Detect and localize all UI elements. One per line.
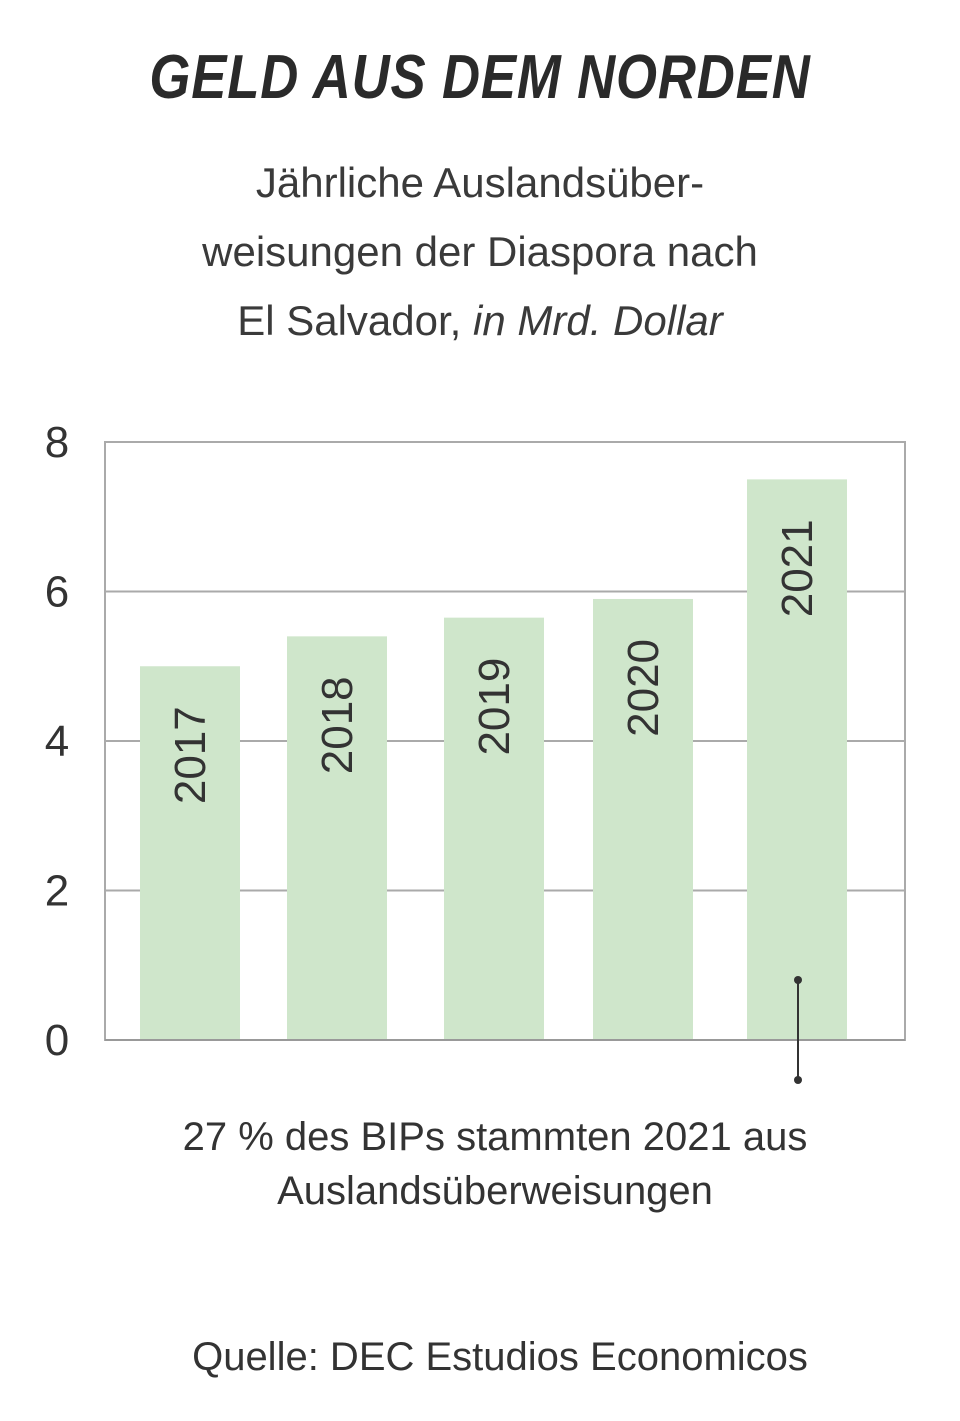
y-tick-label: 6 xyxy=(45,568,69,617)
bar-label: 2017 xyxy=(166,706,215,804)
bar-2019 xyxy=(444,617,544,1040)
annotation-line-2: Auslandsüberweisungen xyxy=(277,1169,713,1213)
bar-label: 2021 xyxy=(773,519,822,617)
source-note: Quelle: DEC Estudios Economicos xyxy=(192,1335,808,1379)
chart-title: GELD AUS DEM NORDEN xyxy=(149,43,811,112)
y-tick-label: 8 xyxy=(45,418,69,467)
chart-subtitle: Jährliche Auslandsüber- weisungen der Di… xyxy=(0,148,960,355)
bar-2017 xyxy=(140,666,240,1040)
annotation-dot xyxy=(794,976,802,984)
subtitle-line-1: Jährliche Auslandsüber- xyxy=(255,159,705,206)
subtitle-unit: in Mrd. Dollar xyxy=(473,297,723,344)
y-tick-label: 4 xyxy=(45,717,69,766)
subtitle-line-2: weisungen der Diaspora nach xyxy=(202,228,758,275)
y-tick-label: 0 xyxy=(45,1016,69,1065)
y-tick-label: 2 xyxy=(45,867,69,916)
annotation-line-1: 27 % des BIPs stammten 2021 aus xyxy=(182,1115,808,1159)
subtitle-plain: El Salvador, xyxy=(237,297,474,344)
annotation-text: 27 % des BIPs stammten 2021 aus Auslands… xyxy=(0,1110,960,1218)
subtitle-line-3: El Salvador, in Mrd. Dollar xyxy=(0,286,960,355)
bar-2018 xyxy=(287,636,387,1040)
bar-2020 xyxy=(593,598,693,1040)
bar-label: 2020 xyxy=(619,639,668,737)
bar-2021 xyxy=(747,479,847,1040)
bar-label: 2019 xyxy=(470,658,519,756)
annotation-dot xyxy=(794,1076,802,1084)
bar-label: 2018 xyxy=(313,676,362,774)
